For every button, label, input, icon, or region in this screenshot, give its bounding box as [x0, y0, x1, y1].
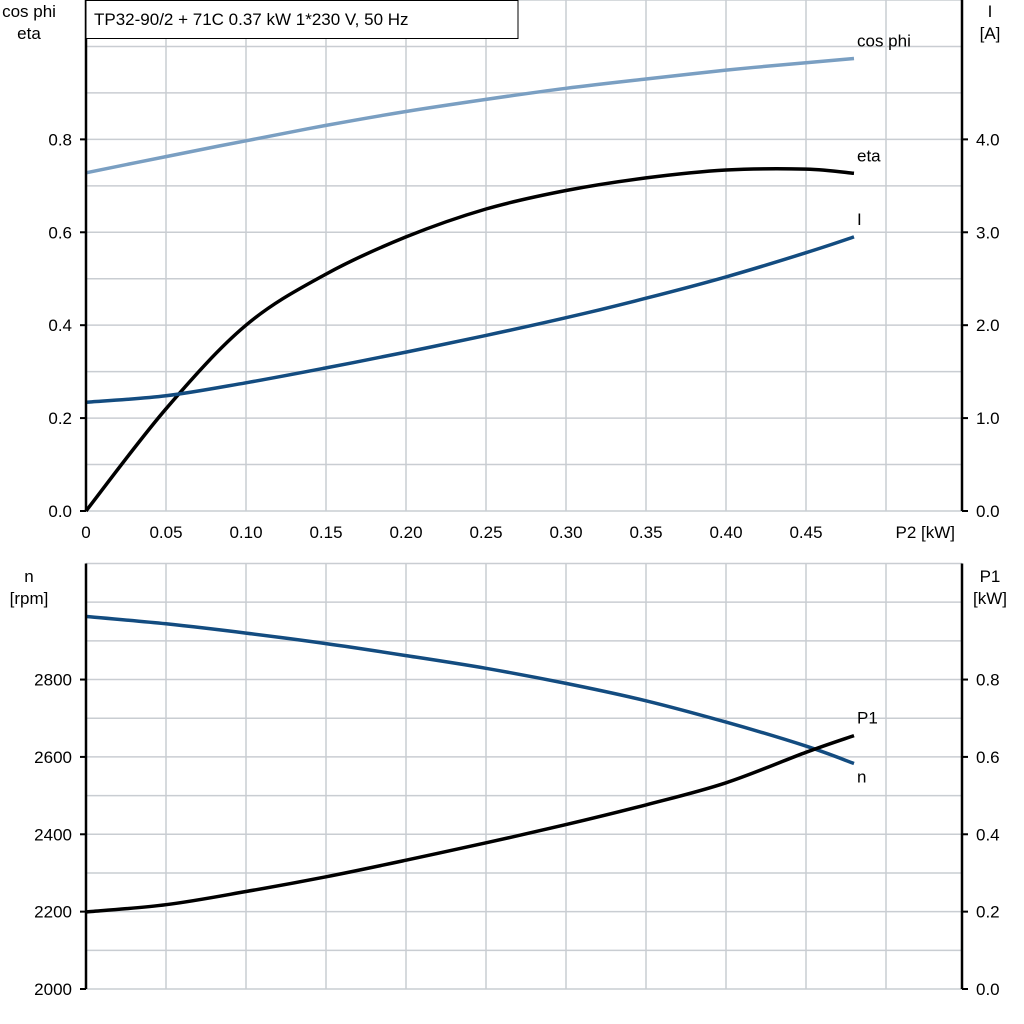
left-tick-label: 2800	[34, 671, 72, 690]
left-tick-label: 0.6	[48, 223, 72, 242]
right-axis-title: [kW]	[973, 589, 1007, 608]
left-tick-label: 2200	[34, 903, 72, 922]
right-tick-label: 2.0	[976, 316, 1000, 335]
curve-n	[85, 614, 855, 766]
x-tick-label: 0.30	[549, 523, 582, 542]
x-tick-label: 0.20	[389, 523, 422, 542]
left-tick-label: 2000	[34, 980, 72, 999]
right-axis-title: I	[988, 2, 993, 21]
left-axis-title: [rpm]	[10, 589, 49, 608]
right-tick-label: 4.0	[976, 130, 1000, 149]
left-tick-label: 0.8	[48, 130, 72, 149]
title-box	[85, 0, 519, 39]
x-tick-label: 0.15	[309, 523, 342, 542]
curve-i	[85, 235, 855, 405]
x-tick-label: 0.10	[229, 523, 262, 542]
curve-label-n: n	[857, 767, 866, 786]
right-tick-label: 3.0	[976, 223, 1000, 242]
curve-label-eta: eta	[857, 146, 881, 165]
left-tick-label: 2400	[34, 825, 72, 844]
curve-eta	[84, 167, 855, 513]
x-tick-label: 0.40	[709, 523, 742, 542]
right-tick-label: 0.4	[976, 825, 1000, 844]
left-axis-title: eta	[17, 24, 41, 43]
left-axis-title: n	[24, 567, 33, 586]
right-axis-title: [A]	[980, 24, 1001, 43]
left-tick-label: 0.4	[48, 316, 72, 335]
x-tick-label: 0.35	[629, 523, 662, 542]
right-tick-label: 1.0	[976, 409, 1000, 428]
right-axis-title: P1	[980, 567, 1001, 586]
right-tick-label: 0.8	[976, 671, 1000, 690]
curve-label-cos-phi: cos phi	[857, 32, 911, 51]
x-tick-label: 0.25	[469, 523, 502, 542]
left-tick-label: 2600	[34, 748, 72, 767]
x-axis-title: P2 [kW]	[895, 523, 955, 542]
x-tick-label: 0.05	[149, 523, 182, 542]
left-axis-title: cos phi	[2, 2, 56, 21]
chart-title: TP32-90/2 + 71C 0.37 kW 1*230 V, 50 Hz	[94, 10, 409, 29]
x-tick-label: 0	[81, 523, 90, 542]
curve-cos-phi	[85, 56, 855, 175]
right-tick-label: 0.2	[976, 903, 1000, 922]
curve-label-p1: P1	[857, 709, 878, 728]
curve-label-i: I	[857, 210, 862, 229]
left-tick-label: 0.2	[48, 409, 72, 428]
curve-p1	[85, 733, 855, 914]
x-tick-label: 0.45	[789, 523, 822, 542]
right-tick-label: 0.0	[976, 980, 1000, 999]
left-tick-label: 0.0	[48, 502, 72, 521]
right-tick-label: 0.0	[976, 502, 1000, 521]
right-tick-label: 0.6	[976, 748, 1000, 767]
